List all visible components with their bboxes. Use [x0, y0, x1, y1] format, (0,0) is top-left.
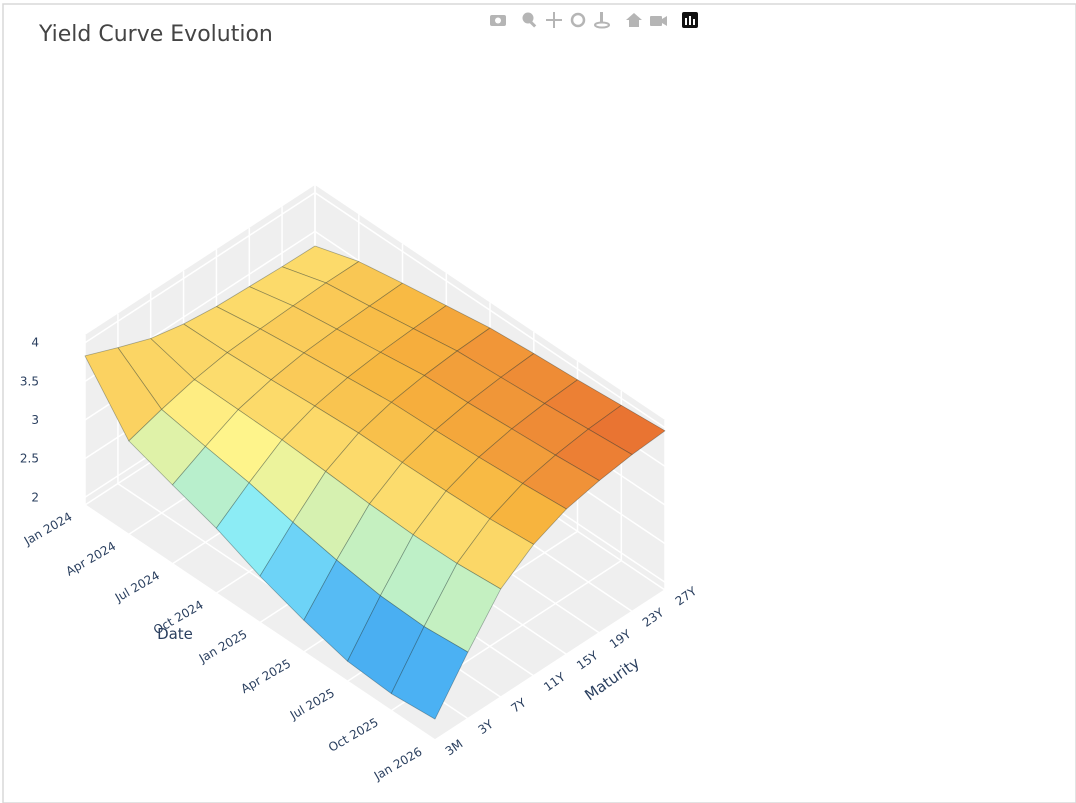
turntable-button[interactable]	[594, 12, 610, 29]
z-tick-label: 2	[31, 490, 39, 504]
scene	[84, 185, 666, 741]
modebar	[490, 12, 698, 29]
surface-patch	[522, 454, 600, 510]
surface-patch	[555, 428, 633, 482]
chart-title: Yield Curve Evolution	[38, 22, 273, 47]
y-grid-line	[84, 335, 436, 741]
reset-camera-button[interactable]	[626, 13, 642, 27]
zoom-button[interactable]	[522, 12, 537, 28]
x-axis-title: Date	[157, 625, 193, 643]
last-save-button[interactable]	[650, 16, 667, 26]
plotly-logo[interactable]	[682, 12, 698, 28]
z-grid-line	[84, 191, 666, 429]
z-tick-label: 3.5	[20, 374, 39, 388]
download-button[interactable]	[490, 15, 506, 26]
z-tick-label: 2.5	[20, 452, 39, 466]
z-tick-label: 4	[31, 336, 39, 350]
z-tick-label: 3	[31, 413, 39, 427]
surface-patch	[390, 626, 469, 720]
pan-button[interactable]	[546, 12, 562, 28]
orbit-button[interactable]	[570, 12, 586, 28]
